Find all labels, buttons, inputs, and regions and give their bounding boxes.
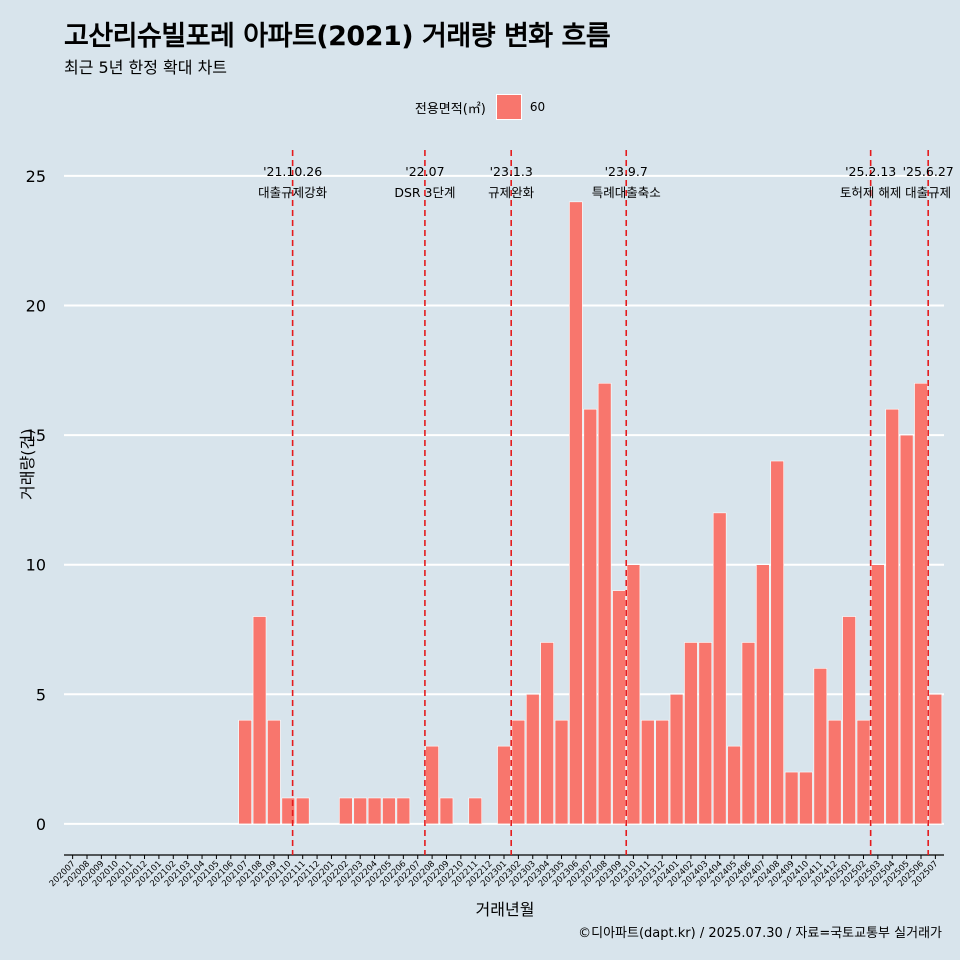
y-tick-label: 25 bbox=[26, 167, 46, 186]
y-tick-label: 5 bbox=[36, 685, 46, 704]
bar bbox=[396, 797, 411, 825]
bar bbox=[799, 771, 813, 825]
event-name-label: 특례대출축소 bbox=[592, 185, 661, 200]
event-name-label: 규제완화 bbox=[488, 185, 535, 200]
bar bbox=[540, 642, 554, 825]
y-tick-label: 10 bbox=[26, 556, 46, 575]
bar bbox=[784, 771, 799, 825]
event-name-label: 대출규제강화 bbox=[258, 185, 328, 200]
event-name-label: 토허제 해제 bbox=[840, 185, 901, 200]
event-name-label: 대출규제 bbox=[905, 185, 951, 200]
y-tick-label: 20 bbox=[26, 297, 46, 316]
bar bbox=[569, 201, 583, 825]
bar bbox=[899, 434, 914, 825]
chart-subtitle: 최근 5년 한정 확대 차트 bbox=[64, 58, 228, 77]
event-date-label: '23.1.3 bbox=[490, 164, 533, 179]
event-date-label: '25.6.27 bbox=[903, 164, 954, 179]
bar bbox=[281, 797, 296, 825]
bar bbox=[684, 642, 698, 825]
event-date-label: '25.2.13 bbox=[845, 164, 896, 179]
bar bbox=[655, 719, 669, 825]
bar bbox=[295, 797, 310, 825]
bar bbox=[827, 719, 842, 825]
bar bbox=[353, 797, 367, 825]
event-date-label: '22.07 bbox=[405, 164, 444, 179]
bar bbox=[856, 719, 871, 825]
legend-title: 전용면적(㎡) bbox=[414, 101, 486, 117]
bar bbox=[238, 719, 252, 825]
bar bbox=[439, 797, 454, 825]
chart-title: 고산리슈빌포레 아파트(2021) 거래량 변화 흐름 bbox=[64, 21, 611, 52]
bar bbox=[339, 797, 353, 825]
bar bbox=[770, 460, 784, 825]
caption: ©디아파트(dapt.kr) / 2025.07.30 / 자료=국토교통부 실… bbox=[578, 926, 942, 941]
legend-item-label: 60 bbox=[529, 100, 546, 114]
x-axis-label: 거래년월 bbox=[475, 900, 535, 919]
bar bbox=[468, 797, 483, 825]
bar bbox=[382, 797, 396, 825]
bar bbox=[641, 719, 655, 825]
bar bbox=[425, 745, 439, 825]
event-date-label: '21.10.26 bbox=[263, 164, 322, 179]
bar bbox=[756, 564, 770, 825]
bar bbox=[626, 564, 641, 825]
legend-swatch bbox=[495, 94, 522, 120]
bar bbox=[727, 745, 741, 825]
bar bbox=[583, 408, 598, 825]
event-name-label: DSR 3단계 bbox=[394, 185, 455, 200]
bar bbox=[267, 719, 281, 825]
bar bbox=[612, 590, 626, 825]
bar bbox=[497, 745, 511, 825]
bar bbox=[511, 719, 526, 825]
bar bbox=[871, 564, 885, 825]
y-axis-label: 거래량(건) bbox=[18, 428, 37, 500]
bar bbox=[669, 694, 684, 825]
bar bbox=[928, 694, 943, 825]
bar bbox=[597, 382, 612, 825]
bar bbox=[525, 694, 540, 825]
y-tick-label: 0 bbox=[36, 815, 46, 834]
bar bbox=[698, 642, 713, 825]
bar bbox=[842, 616, 856, 825]
bar bbox=[813, 668, 828, 825]
bar bbox=[554, 719, 569, 825]
bar bbox=[914, 382, 928, 825]
bar bbox=[885, 408, 900, 825]
bar bbox=[367, 797, 382, 825]
bar bbox=[712, 512, 727, 825]
legend: 전용면적(㎡) 60 bbox=[0, 94, 960, 120]
bar bbox=[252, 616, 267, 825]
event-date-label: '23.9.7 bbox=[605, 164, 648, 179]
bar bbox=[741, 642, 756, 825]
y-tick-label: 15 bbox=[26, 426, 46, 445]
